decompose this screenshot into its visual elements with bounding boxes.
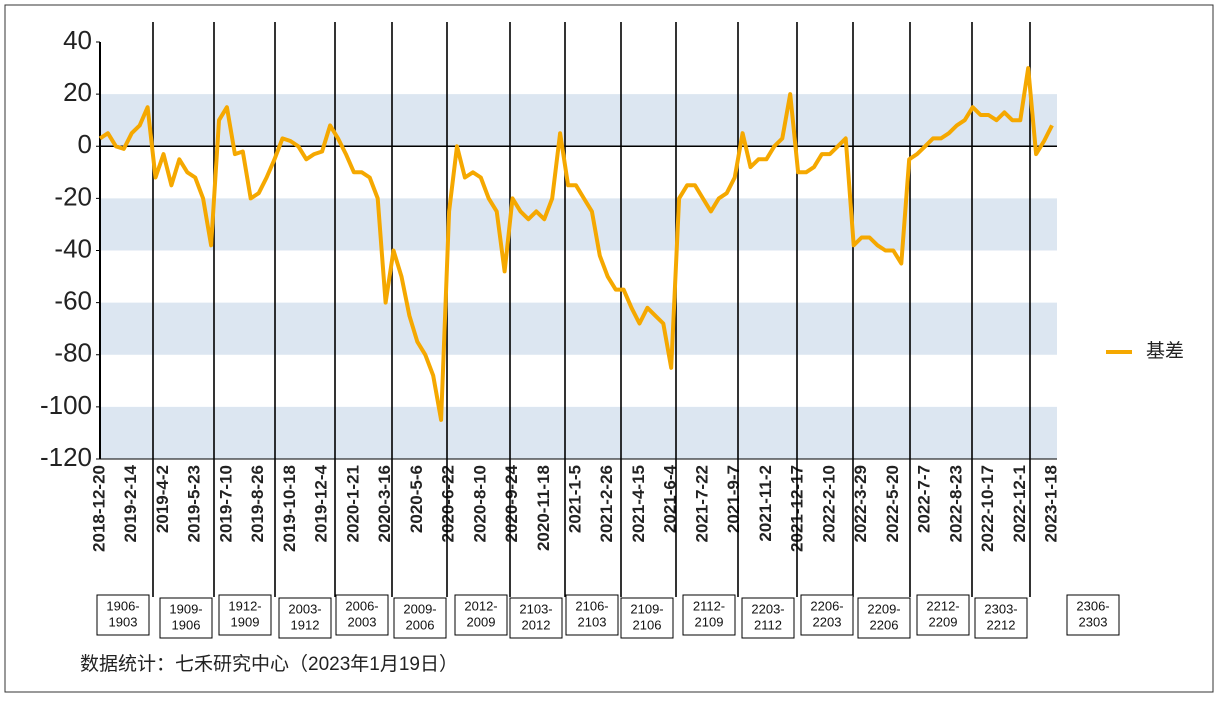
y-tick-label: 20	[63, 77, 92, 107]
x-tick-label: 2022-10-17	[978, 465, 997, 552]
y-tick-label: -40	[54, 233, 92, 263]
contract-box	[800, 594, 854, 636]
contract-label: 2306-	[1076, 598, 1109, 613]
legend-label: 基差	[1146, 340, 1184, 362]
data-line	[98, 66, 1054, 422]
x-tick-label: 2019-5-23	[185, 465, 204, 543]
contract-box	[974, 597, 1028, 639]
x-tick-label: 2022-2-10	[819, 465, 838, 543]
x-tick-label: 2021-4-15	[629, 465, 648, 543]
contract-box	[565, 594, 619, 636]
contract-label: 1906-	[106, 598, 139, 613]
contract-label: 2103-	[519, 601, 552, 616]
contract-box	[857, 597, 911, 639]
y-tick-label: -20	[54, 181, 92, 211]
x-tick-label: 2019-7-10	[216, 465, 235, 543]
contract-box	[454, 594, 508, 636]
x-tick-label: 2020-3-16	[375, 465, 394, 543]
y-tick-label: -120	[40, 442, 92, 472]
contract-label: 2012-	[464, 598, 497, 613]
x-tick-label: 2022-3-29	[851, 465, 870, 543]
y-tick-label: -60	[54, 286, 92, 316]
contract-box	[96, 594, 150, 636]
contract-label: 2206-	[810, 598, 843, 613]
contract-label: 1909-	[169, 601, 202, 616]
x-tick-label: 2022-5-20	[883, 465, 902, 543]
contract-label: 2012	[522, 617, 551, 632]
y-tick-label: 40	[63, 25, 92, 55]
contract-box	[741, 597, 795, 639]
contract-label: 1912-	[228, 598, 261, 613]
contract-label: 2103	[578, 614, 607, 629]
x-tick-label: 2020-9-24	[502, 464, 521, 542]
x-tick-label: 2022-7-7	[915, 465, 934, 533]
x-tick-label: 2020-6-22	[439, 465, 458, 543]
grid-band	[100, 406, 1057, 459]
contract-box	[916, 594, 970, 636]
contract-box	[1066, 594, 1120, 636]
x-tick-label: 2019-4-2	[153, 465, 172, 533]
contract-label: 2209	[929, 614, 958, 629]
contract-box	[218, 594, 272, 636]
x-tick-label: 2020-1-21	[343, 465, 362, 543]
contract-box	[335, 594, 389, 636]
x-tick-label: 2021-9-7	[724, 465, 743, 533]
contract-box	[682, 594, 736, 636]
x-tick-label: 2020-5-6	[407, 465, 426, 533]
x-tick-label: 2021-11-2	[756, 465, 775, 542]
grid-band	[100, 302, 1057, 355]
contract-box	[620, 597, 674, 639]
contract-label: 1912	[291, 617, 320, 632]
contract-label: 2112-	[693, 598, 725, 613]
contract-label: 2209-	[867, 601, 900, 616]
contract-label: 2206	[870, 617, 899, 632]
contract-label: 2109-	[630, 601, 663, 616]
contract-box	[509, 597, 563, 639]
contract-label: 2303	[1079, 614, 1108, 629]
x-tick-label: 2019-12-4	[312, 464, 331, 542]
x-tick-label: 2022-8-23	[946, 465, 965, 543]
x-tick-label: 2019-10-18	[280, 465, 299, 552]
contract-box	[159, 597, 213, 639]
grid-band	[100, 94, 1057, 147]
contract-label: 2203-	[751, 601, 784, 616]
x-tick-label: 2021-6-4	[661, 464, 680, 533]
contract-label: 1909	[231, 614, 260, 629]
y-tick-label: -100	[40, 390, 92, 420]
contract-box	[278, 597, 332, 639]
contract-label: 2009	[467, 614, 496, 629]
x-tick-label: 2018-12-20	[89, 465, 108, 552]
source-note: 数据统计：七禾研究中心（2023年1月19日）	[80, 653, 458, 675]
contract-label: 2112	[754, 617, 782, 632]
x-tick-label: 2020-8-10	[470, 465, 489, 543]
y-tick-label: 0	[78, 129, 92, 159]
x-tick-label: 2019-8-26	[248, 465, 267, 543]
grid-band	[100, 198, 1057, 251]
contract-label: 2006	[406, 617, 435, 632]
x-tick-label: 2020-11-18	[534, 465, 553, 551]
x-tick-label: 2021-1-5	[565, 465, 584, 533]
y-tick-label: -80	[54, 338, 92, 368]
x-tick-label: 2019-2-14	[121, 464, 140, 542]
contract-label: 2009-	[403, 601, 436, 616]
x-tick-label: 2022-12-1	[1010, 465, 1029, 543]
contract-label: 2303-	[984, 601, 1017, 616]
contract-label: 2006-	[345, 598, 378, 613]
contract-label: 2109	[695, 614, 724, 629]
contract-label: 1906	[172, 617, 201, 632]
contract-label: 2106-	[575, 598, 608, 613]
contract-label: 2003-	[288, 601, 321, 616]
x-tick-label: 2023-1-18	[1041, 465, 1060, 543]
contract-label: 2212-	[926, 598, 959, 613]
contract-label: 1903	[109, 614, 138, 629]
contract-label: 2003	[348, 614, 377, 629]
contract-label: 2203	[813, 614, 842, 629]
x-tick-label: 2021-2-26	[597, 465, 616, 543]
contract-label: 2106	[633, 617, 662, 632]
x-tick-label: 2021-7-22	[692, 465, 711, 543]
contract-box	[393, 597, 447, 639]
contract-label: 2212	[987, 617, 1016, 632]
